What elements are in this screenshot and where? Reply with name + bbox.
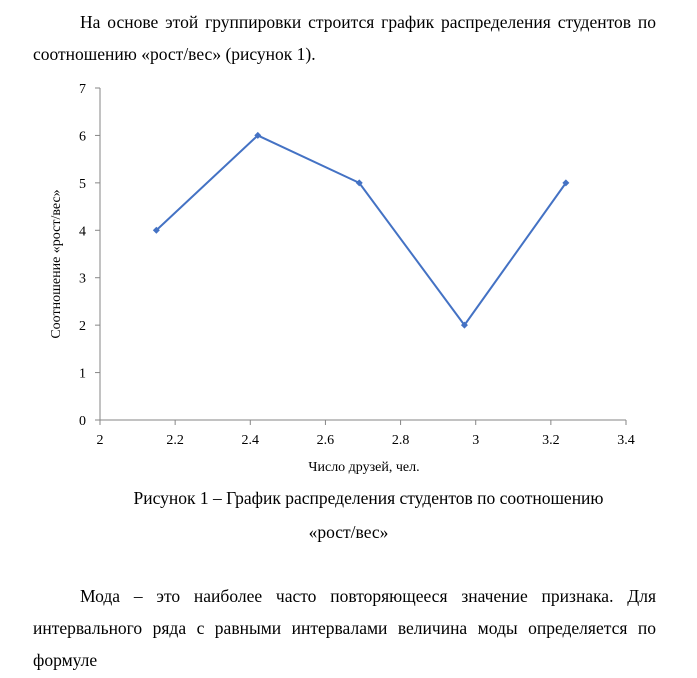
intro-paragraph: На основе этой группировки строится граф… <box>33 6 656 70</box>
x-tick-label: 3.2 <box>542 433 560 448</box>
y-tick-label: 4 <box>79 224 86 239</box>
y-tick-label: 1 <box>79 367 86 382</box>
mode-paragraph-text: Мода – это наиболее часто повторяющееся … <box>33 586 656 670</box>
data-point <box>460 321 468 329</box>
data-point <box>152 226 160 234</box>
series-line <box>155 134 567 327</box>
x-tick-labels: 2 2.2 2.4 2.6 2.8 3 3.2 3.4 <box>97 433 635 448</box>
x-tick-label: 3 <box>472 433 479 448</box>
x-tick-label: 2.4 <box>242 433 260 448</box>
mode-paragraph: Мода – это наиболее часто повторяющееся … <box>33 580 656 676</box>
x-axis-label: Число друзей, чел. <box>308 460 419 475</box>
data-point <box>562 179 570 187</box>
y-tick-label: 6 <box>79 129 86 144</box>
x-tick-label: 3.4 <box>617 433 635 448</box>
intro-paragraph-text: На основе этой группировки строится граф… <box>33 12 656 64</box>
y-tick-label: 2 <box>79 319 86 334</box>
y-axis-label: Соотношение «рост/вес» <box>49 189 64 338</box>
y-tick-labels: 0 1 2 3 4 5 6 7 <box>79 82 86 429</box>
data-point <box>254 131 262 139</box>
x-tick-label: 2 <box>97 433 104 448</box>
x-tick-label: 2.8 <box>392 433 410 448</box>
data-point <box>355 179 363 187</box>
chart-series <box>152 131 570 329</box>
y-tick-label: 3 <box>79 272 86 287</box>
y-tick-label: 7 <box>79 82 86 97</box>
figure-caption-line-1: Рисунок 1 – График распределения студент… <box>133 488 604 508</box>
y-tick-label: 0 <box>79 414 86 429</box>
figure-caption-line-2: «рост/вес» <box>308 522 389 542</box>
y-tick-label: 5 <box>79 177 86 192</box>
x-tick-label: 2.2 <box>166 433 184 448</box>
line-chart: 0 1 2 3 4 5 6 7 2 2.2 2.4 2.6 2.8 3 3.2 3.4 Соотношени… <box>49 82 635 475</box>
chart-axes <box>95 87 627 425</box>
x-tick-label: 2.6 <box>317 433 335 448</box>
